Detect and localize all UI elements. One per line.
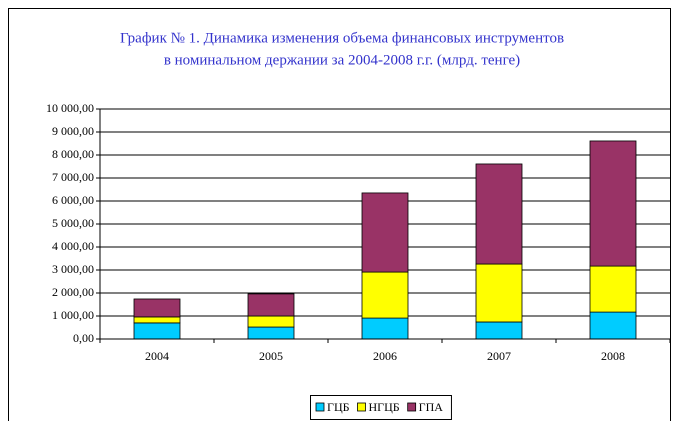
- y-tick-label: 9 000,00: [52, 124, 94, 138]
- bar-segment: [247, 315, 295, 328]
- legend-label: ГПА: [419, 400, 444, 414]
- y-tick-label: 5 000,00: [52, 216, 94, 230]
- legend-swatch: [357, 402, 366, 412]
- legend-label: ГЦБ: [327, 400, 350, 414]
- x-tick-label: 2008: [601, 349, 625, 363]
- chart-frame: [8, 8, 671, 421]
- y-tick-label: 10 000,00: [46, 101, 94, 115]
- bar-segment: [361, 271, 409, 319]
- bar-segment: [361, 317, 409, 340]
- legend-swatch: [315, 402, 325, 412]
- bar-segment: [589, 265, 637, 313]
- y-tick-label: 7 000,00: [52, 170, 94, 184]
- chart-title: График № 1. Динамика изменения объема фи…: [120, 30, 564, 46]
- y-tick-label: 8 000,00: [52, 147, 94, 161]
- bar-segment: [589, 311, 637, 340]
- x-tick-label: 2006: [373, 349, 397, 363]
- legend-label: НГЦБ: [369, 400, 400, 414]
- y-tick-label: 3 000,00: [52, 262, 94, 276]
- y-tick-label: 2 000,00: [52, 285, 94, 299]
- bar-segment: [475, 263, 523, 323]
- x-tick-label: 2005: [259, 349, 283, 363]
- x-tick-label: 2007: [487, 349, 511, 363]
- y-tick-label: 6 000,00: [52, 193, 94, 207]
- legend-swatch: [407, 402, 417, 412]
- bar-segment: [475, 321, 523, 340]
- chart-title: в номинальном держании за 2004-2008 г.г.…: [164, 52, 520, 68]
- bar-segment: [247, 326, 295, 340]
- y-tick-label: 4 000,00: [52, 239, 94, 253]
- bar-segment: [361, 192, 409, 273]
- bar-segment: [133, 316, 181, 324]
- bar-segment: [133, 298, 181, 318]
- y-tick-label: 0,00: [73, 331, 94, 345]
- bar-segment: [475, 163, 523, 265]
- bar-segment: [133, 322, 181, 340]
- legend-box: [310, 395, 452, 420]
- bar-segment: [247, 293, 295, 317]
- y-tick-label: 1 000,00: [52, 308, 94, 322]
- x-tick-label: 2004: [145, 349, 169, 363]
- bar-segment: [589, 140, 637, 267]
